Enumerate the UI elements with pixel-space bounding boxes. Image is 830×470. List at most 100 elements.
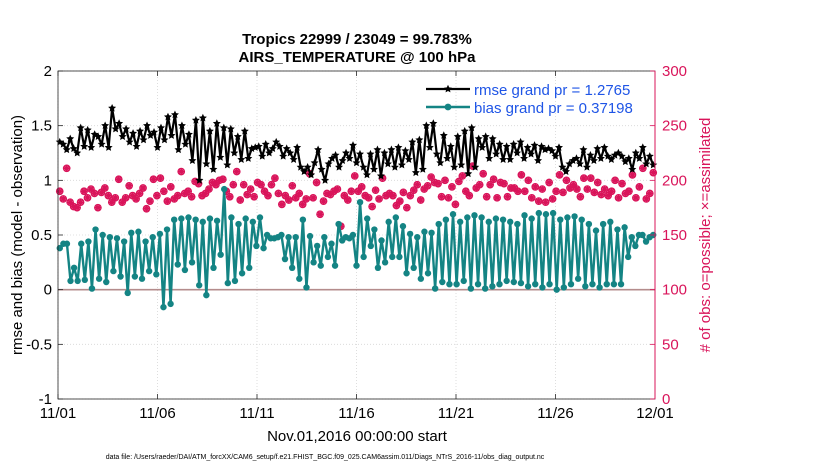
- rmse-point: [314, 145, 323, 154]
- rmse-point: [115, 119, 124, 127]
- obs-assimilated-point: [538, 185, 546, 193]
- bias-point: [328, 240, 335, 247]
- obs-assimilated-point: [264, 192, 272, 200]
- rmse-point: [188, 156, 197, 165]
- bias-point: [417, 275, 425, 282]
- y2-tick-label: 150: [662, 227, 687, 244]
- y-tick-label: -0.5: [26, 336, 52, 353]
- obs-assimilated-point: [201, 189, 210, 198]
- obs-assimilated-point: [101, 184, 109, 192]
- bias-point: [92, 226, 99, 233]
- bias-point: [360, 253, 367, 261]
- obs-assimilated-point: [576, 193, 584, 201]
- obs-assimilated-point: [413, 181, 421, 189]
- bias-point: [292, 233, 299, 241]
- rmse-point: [202, 159, 211, 168]
- obs-assimilated-point: [191, 177, 199, 186]
- rmse-point: [439, 131, 448, 139]
- rmse-point: [342, 148, 351, 157]
- y2-axis-label: # of obs: o=possible; ×=assimilated: [697, 118, 714, 353]
- obs-assimilated-point: [156, 174, 164, 182]
- bias-point: [371, 226, 378, 233]
- obs-assimilated-point: [194, 180, 203, 188]
- obs-assimilated-point: [174, 192, 182, 200]
- rmse-point: [296, 163, 305, 171]
- bias-point: [403, 270, 410, 277]
- bias-point: [431, 285, 439, 292]
- bias-point: [231, 277, 239, 285]
- rmse-point: [488, 134, 497, 143]
- obs-assimilated-point: [458, 172, 466, 180]
- rmse-point: [328, 154, 337, 162]
- rmse-point: [582, 163, 591, 171]
- bias-point: [88, 285, 96, 292]
- obs-assimilated-point: [125, 182, 133, 190]
- bias-point: [456, 218, 464, 226]
- rmse-point: [317, 165, 326, 173]
- rmse-point: [596, 154, 605, 162]
- bias-point: [228, 214, 235, 221]
- rmse-point: [275, 142, 284, 150]
- rmse-point: [80, 142, 89, 150]
- obs-assimilated-point: [399, 188, 407, 196]
- bias-point: [392, 214, 400, 221]
- rmse-point: [104, 143, 113, 151]
- rmse-point: [146, 131, 155, 139]
- rmse-point: [572, 154, 581, 162]
- rmse-point: [603, 152, 612, 160]
- obs-assimilated-point: [247, 185, 255, 193]
- bias-point: [221, 185, 228, 193]
- obs-assimilated-point: [365, 194, 373, 202]
- rmse-point: [376, 171, 385, 180]
- rmse-point: [520, 154, 529, 162]
- obs-assimilated-point: [184, 187, 192, 195]
- bias-point: [621, 224, 628, 231]
- bias-point: [542, 211, 550, 218]
- obs-assimilated-point: [90, 189, 99, 198]
- rmse-point: [373, 145, 382, 154]
- rmse-point: [282, 144, 291, 153]
- bias-point: [196, 282, 203, 289]
- rmse-point: [261, 140, 270, 148]
- bias-point: [628, 233, 635, 241]
- rmse-point: [621, 157, 630, 166]
- bias-point: [460, 277, 467, 285]
- rmse-point: [157, 123, 165, 132]
- bias-point: [603, 281, 610, 288]
- obs-assimilated-point: [448, 183, 456, 191]
- obs-assimilated-point: [490, 175, 498, 183]
- legend-bias-label: bias grand pr = 0.37198: [474, 100, 633, 117]
- bias-point: [474, 281, 482, 288]
- obs-assimilated-point: [326, 190, 335, 199]
- obs-assimilated-point: [569, 181, 578, 189]
- x-tick-label: 11/06: [139, 405, 175, 422]
- bias-point: [553, 286, 560, 293]
- obs-assimilated-point: [427, 173, 435, 181]
- rmse-point: [610, 150, 619, 159]
- rmse-point: [118, 132, 127, 140]
- y2-tick-label: 100: [662, 282, 687, 299]
- y-tick-label: 1: [44, 172, 52, 189]
- obs-assimilated-point: [646, 189, 654, 198]
- rmse-point: [265, 148, 274, 157]
- rmse-point: [369, 165, 378, 173]
- rmse-point: [310, 158, 319, 167]
- bias-point: [285, 233, 292, 241]
- obs-assimilated-point: [583, 185, 591, 193]
- obs-assimilated-point: [97, 188, 105, 196]
- rmse-point: [460, 126, 469, 135]
- bias-point: [306, 232, 314, 240]
- obs-assimilated-point: [608, 187, 616, 195]
- bias-point: [428, 229, 435, 237]
- bias-point: [421, 228, 428, 235]
- bias-point: [206, 215, 214, 222]
- rmse-point: [506, 155, 515, 163]
- legend-rmse-marker: [444, 84, 452, 93]
- rmse-point: [153, 143, 162, 151]
- obs-assimilated-point: [149, 175, 158, 183]
- bias-point: [399, 223, 407, 230]
- bias-point: [560, 284, 568, 291]
- obs-assimilated-point: [417, 196, 425, 204]
- rmse-point: [502, 142, 511, 150]
- obs-assimilated-point: [559, 188, 567, 196]
